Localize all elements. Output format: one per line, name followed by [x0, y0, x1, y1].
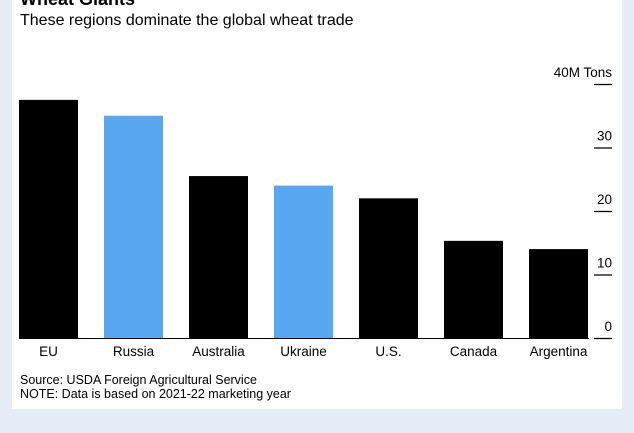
x-tick-label: Russia [113, 344, 155, 359]
y-tick-label: 0 [604, 319, 612, 334]
y-tick-label: 40M Tons [554, 65, 613, 80]
bar-canada [444, 240, 503, 338]
bar-argentina [529, 249, 588, 338]
footnote: NOTE: Data is based on 2021-22 marketing… [20, 387, 291, 401]
bar-eu [19, 99, 78, 338]
chart-card: Wheat Giants These regions dominate the … [12, 0, 622, 409]
bar-russia [104, 115, 163, 338]
source-note: Source: USDA Foreign Agricultural Servic… [20, 373, 257, 387]
x-tick-label: EU [39, 344, 58, 359]
x-tick-label: Argentina [530, 344, 588, 359]
bar-ukraine [274, 185, 333, 338]
chart-subtitle: These regions dominate the global wheat … [20, 12, 354, 29]
bar-australia [189, 176, 248, 338]
x-tick-label: Canada [450, 344, 498, 359]
y-tick-label: 10 [597, 256, 612, 271]
y-tick-label: 20 [597, 192, 612, 207]
x-tick-label: Ukraine [280, 344, 327, 359]
bar-chart: EU Russia Australia Ukraine U.S. Canada Argent… [19, 65, 613, 359]
y-tick-label: 30 [597, 129, 612, 144]
bar-u-s [359, 198, 418, 338]
x-tick-label: U.S. [375, 344, 401, 359]
x-tick-label: Australia [192, 344, 245, 359]
chart-title: Wheat Giants [20, 0, 135, 9]
